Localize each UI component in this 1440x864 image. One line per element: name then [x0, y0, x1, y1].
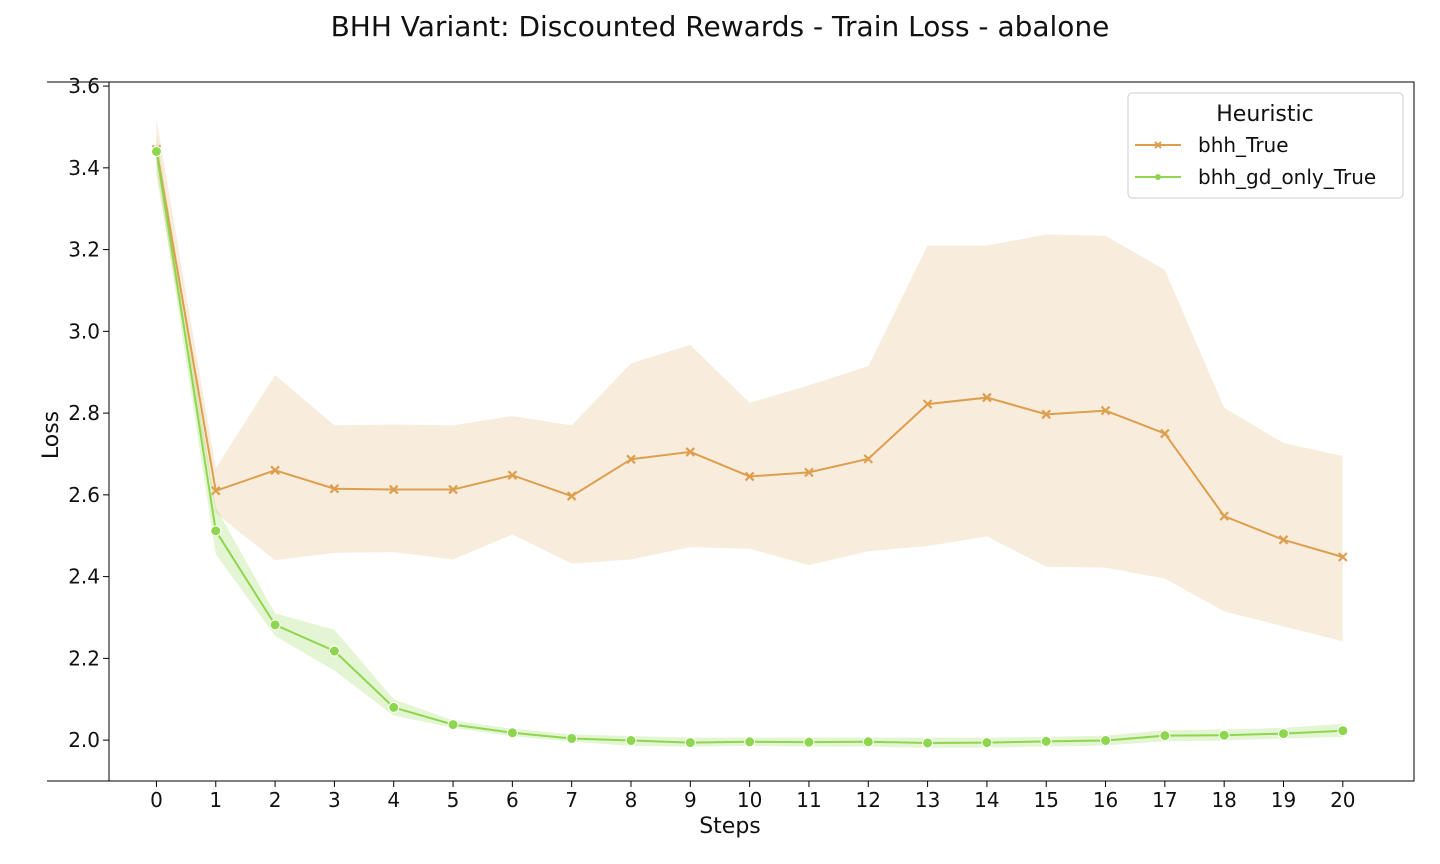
data-point-bhh-gd-only-true — [981, 737, 993, 749]
y-tick-label: 3.0 — [68, 319, 100, 343]
x-axis-label: Steps — [699, 814, 761, 839]
data-point-bhh-gd-only-true — [684, 737, 696, 749]
x-tick-label: 10 — [737, 788, 762, 812]
x-tick-label: 15 — [1034, 788, 1059, 812]
x-tick-label: 18 — [1211, 788, 1236, 812]
y-tick-label: 3.6 — [68, 74, 100, 98]
data-point-bhh-true — [982, 392, 992, 403]
y-ticks: 2.0 2.2 2.4 2.6 2.8 3.0 3.2 3.4 3.6 — [68, 74, 109, 752]
x-tick-label: 1 — [209, 788, 222, 812]
data-point-bhh-gd-only-true — [150, 145, 162, 157]
data-point-bhh-true — [270, 465, 280, 476]
axes — [47, 81, 1415, 782]
data-point-bhh-true — [388, 484, 399, 495]
data-point-bhh-true — [626, 454, 636, 465]
legend-box — [1127, 92, 1404, 199]
data-point-bhh-true — [685, 447, 696, 457]
x-tick-label: 19 — [1271, 788, 1296, 812]
data-point-bhh-true — [1278, 535, 1289, 545]
data-point-bhh-true — [1219, 511, 1229, 521]
data-point-bhh-true — [744, 471, 755, 482]
x-tick-label: 9 — [684, 788, 697, 812]
plot-frame — [108, 81, 1415, 782]
data-point-bhh-gd-only-true — [1278, 728, 1289, 740]
data-point-bhh-gd-only-true — [862, 736, 874, 748]
x-ticks: 0 1 2 3 4 5 6 7 8 9 10 11 12 13 14 15 16 17 18 19 20 — [150, 781, 1356, 812]
data-point-bhh-true — [1160, 428, 1170, 439]
x-tick-label: 17 — [1152, 788, 1177, 812]
data-point-bhh-true — [1041, 409, 1052, 420]
x-tick-label: 2 — [269, 788, 282, 812]
legend-label-bhh-true: bhh_True — [1198, 133, 1289, 157]
legend-title: Heuristic — [1216, 102, 1313, 127]
data-point-bhh-true — [922, 399, 933, 409]
data-point-bhh-gd-only-true — [1100, 735, 1112, 747]
x-tick-label: 11 — [796, 788, 821, 812]
data-point-bhh-gd-only-true — [625, 735, 637, 747]
data-point-bhh-true — [507, 470, 518, 481]
data-point-bhh-true — [210, 485, 221, 496]
data-point-bhh-gd-only-true — [506, 727, 518, 739]
data-point-bhh-gd-only-true — [1040, 735, 1052, 747]
data-point-bhh-gd-only-true — [566, 732, 578, 744]
data-point-bhh-true — [329, 483, 340, 494]
data-point-bhh-true — [804, 467, 814, 478]
x-tick-label: 5 — [447, 788, 460, 812]
data-point-bhh-gd-only-true — [328, 645, 340, 657]
y-tick-label: 3.4 — [68, 156, 100, 180]
data-point-bhh-gd-only-true — [388, 701, 400, 713]
legend-swatch-marker-bhh-true — [1154, 141, 1162, 149]
x-tick-label: 3 — [328, 788, 341, 812]
data-point-bhh-true — [448, 484, 458, 495]
data-point-bhh-gd-only-true — [1337, 725, 1349, 737]
data-point-bhh-gd-only-true — [210, 525, 222, 537]
y-tick-label: 3.2 — [68, 238, 100, 262]
legend-label-bhh-gd-only-true: bhh_gd_only_True — [1198, 165, 1376, 189]
legend: Heuristic bhh_True bhh_gd_only_True — [1127, 92, 1404, 199]
data-point-bhh-gd-only-true — [922, 737, 934, 749]
series-markers — [150, 144, 1349, 749]
y-axis-label: Loss — [39, 411, 64, 459]
x-tick-label: 8 — [625, 788, 638, 812]
data-point-bhh-true — [1338, 552, 1348, 562]
y-tick-label: 2.8 — [68, 401, 100, 425]
x-tick-label: 7 — [565, 788, 578, 812]
band-bhh-true — [156, 118, 1343, 642]
legend-swatch-marker-bhh-gd-only-true — [1155, 174, 1161, 180]
chart-title: BHH Variant: Discounted Rewards - Train … — [330, 10, 1110, 43]
data-point-bhh-gd-only-true — [1159, 730, 1171, 742]
data-point-bhh-true — [566, 491, 577, 501]
x-tick-label: 6 — [506, 788, 519, 812]
data-point-bhh-gd-only-true — [447, 719, 459, 731]
y-tick-label: 2.4 — [68, 565, 100, 589]
x-tick-label: 14 — [974, 788, 999, 812]
y-tick-label: 2.0 — [68, 728, 100, 752]
data-point-bhh-true — [863, 454, 874, 464]
confidence-bands — [156, 118, 1343, 748]
y-tick-label: 2.6 — [68, 483, 100, 507]
data-point-bhh-true — [1100, 405, 1111, 416]
x-tick-label: 4 — [387, 788, 400, 812]
y-tick-label: 2.2 — [68, 646, 100, 670]
x-tick-label: 0 — [150, 788, 163, 812]
data-point-bhh-gd-only-true — [744, 736, 756, 748]
x-tick-label: 13 — [915, 788, 940, 812]
data-point-bhh-gd-only-true — [803, 736, 815, 748]
x-tick-label: 16 — [1093, 788, 1118, 812]
data-point-bhh-gd-only-true — [269, 619, 281, 631]
x-tick-label: 20 — [1330, 788, 1355, 812]
x-tick-label: 12 — [856, 788, 881, 812]
data-point-bhh-gd-only-true — [1218, 729, 1230, 741]
